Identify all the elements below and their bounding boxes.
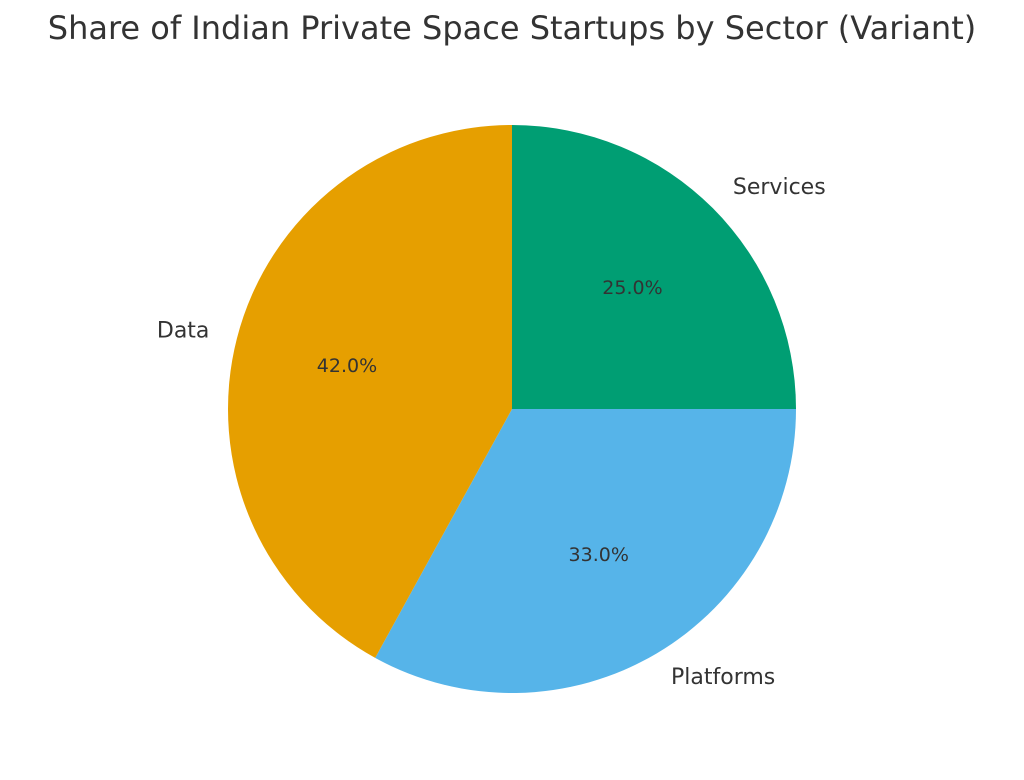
value-label: 25.0% [602, 277, 662, 299]
pie-slice [227, 125, 513, 658]
slice-label: Data [157, 318, 210, 343]
slice-label: Services [733, 175, 826, 200]
slice-label: Platforms [671, 665, 775, 690]
value-label: 33.0% [569, 544, 629, 566]
pie-slice [512, 125, 796, 409]
chart-title: Share of Indian Private Space Startups b… [48, 9, 976, 47]
value-label: 42.0% [317, 355, 377, 377]
pie-slice [375, 409, 796, 693]
